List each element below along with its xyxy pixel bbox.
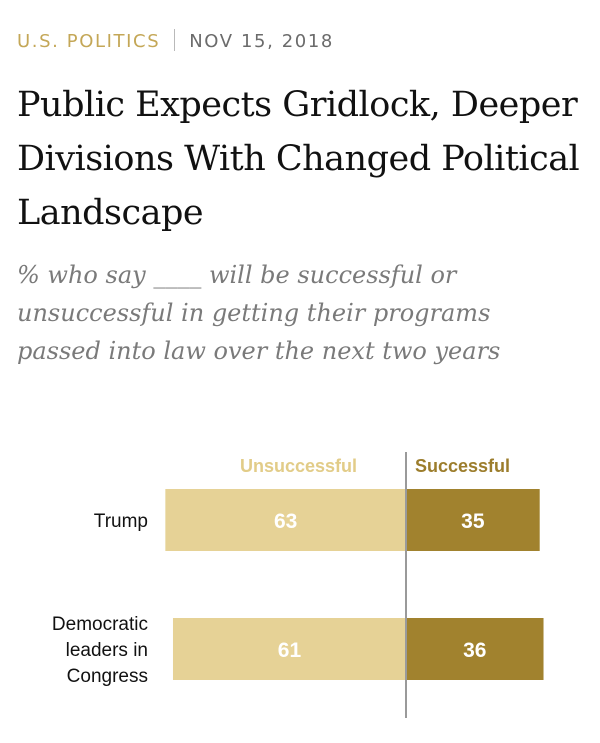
- diverging-bar-chart: Unsuccessful Successful 63 35 Trump 61 36 Democ…: [52, 452, 544, 718]
- category-label-line: Trump: [94, 511, 148, 532]
- bar-unsuccessful: [172, 618, 406, 680]
- bar-unsuccessful: [165, 489, 406, 551]
- category-label-line: Democratic: [52, 614, 148, 635]
- legend-unsuccessful: Unsuccessful: [240, 456, 357, 476]
- kicker-divider: [174, 29, 176, 51]
- chart-title: Public Expects Gridlock, Deeper Division…: [17, 85, 580, 233]
- category-label: Trump: [94, 511, 148, 532]
- category-label-line: leaders in: [66, 640, 148, 661]
- bar-successful: [406, 618, 544, 680]
- data-label-unsuccessful: 63: [274, 510, 297, 533]
- legend-successful: Successful: [415, 456, 510, 476]
- data-label-successful: 36: [463, 639, 486, 662]
- data-label-successful: 35: [461, 510, 485, 533]
- bar-successful: [406, 489, 540, 551]
- section-label[interactable]: U.S. POLITICS: [17, 31, 161, 52]
- publish-date: NOV 15, 2018: [189, 31, 334, 52]
- data-label-unsuccessful: 61: [278, 639, 302, 662]
- chart-subtitle: % who say ____ will be successful or uns…: [17, 261, 501, 365]
- category-label: Democratic leaders in Congress: [52, 614, 148, 687]
- category-label-line: Congress: [67, 666, 148, 687]
- article-kicker: U.S. POLITICS NOV 15, 2018: [17, 29, 334, 52]
